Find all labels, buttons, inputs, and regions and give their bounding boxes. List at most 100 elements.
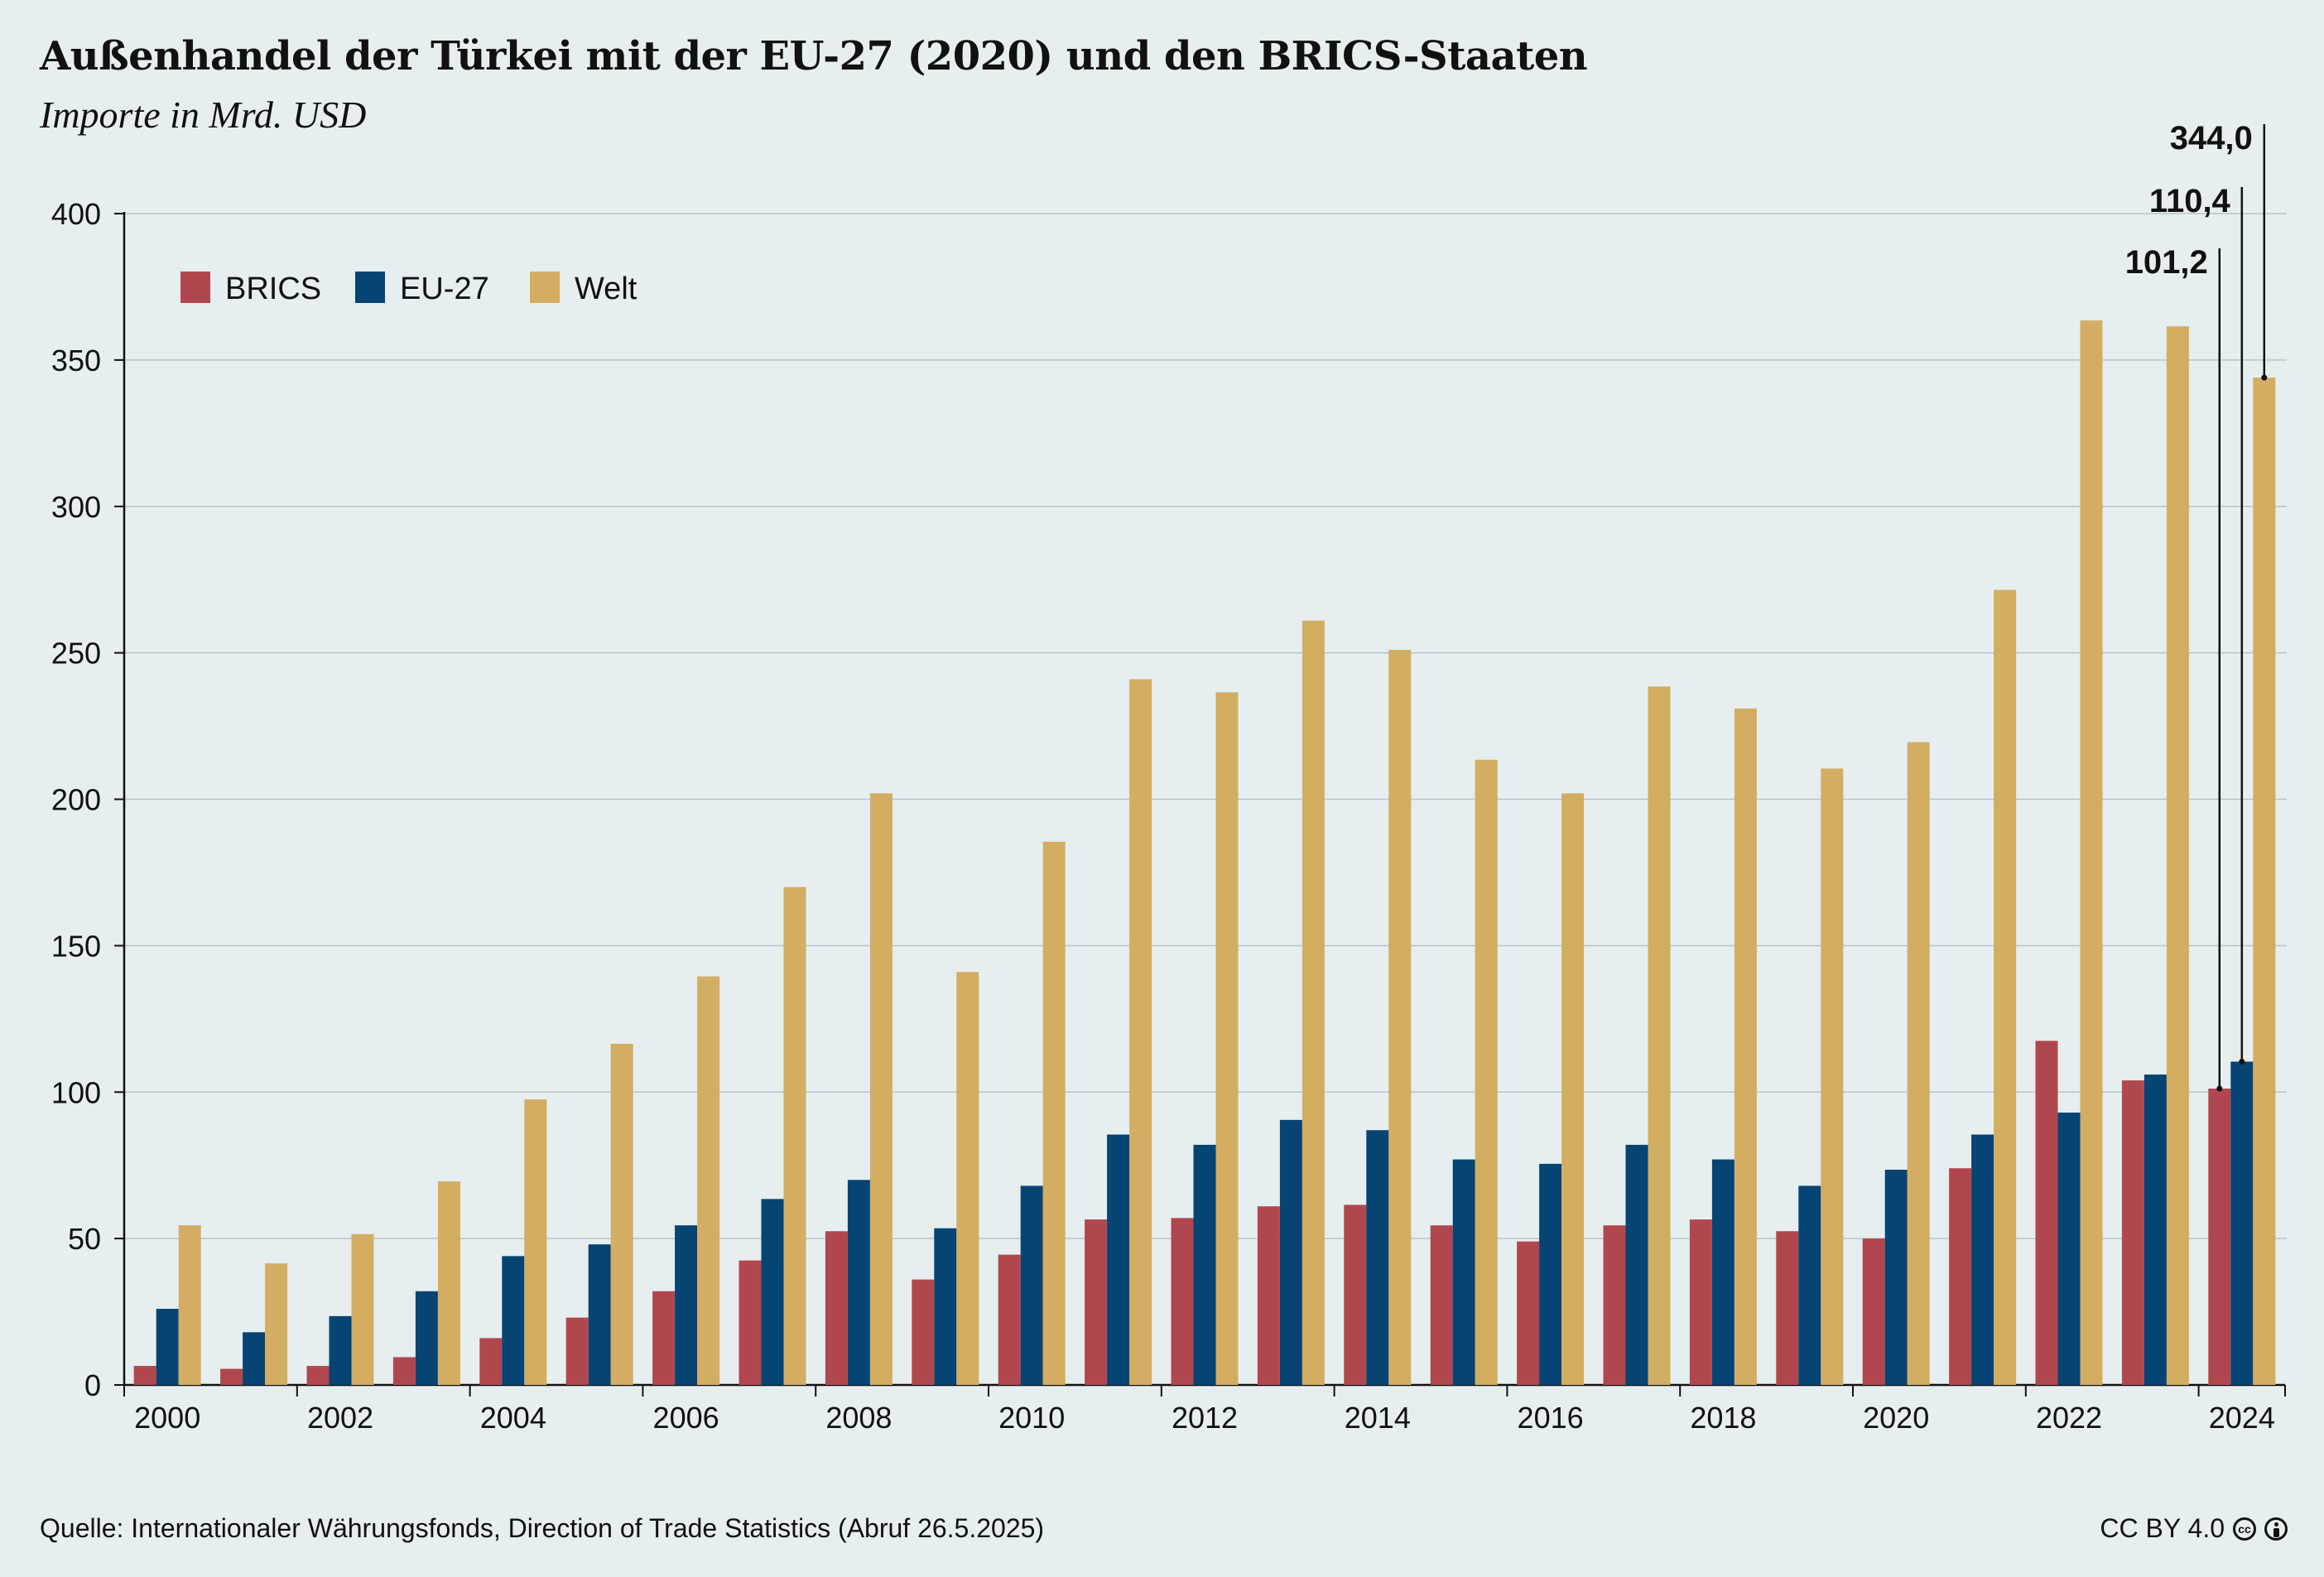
bar-welt-2014 [1388, 650, 1412, 1385]
bar-brics-2004 [479, 1338, 503, 1385]
annotation-dot [2216, 1085, 2223, 1092]
bar-eu-27-2018 [1711, 1159, 1735, 1385]
y-tick-label: 0 [84, 1368, 101, 1402]
bar-eu-27-2016 [1539, 1163, 1562, 1385]
chart-title: Außenhandel der Türkei mit der EU-27 (20… [40, 33, 1588, 79]
bar-brics-2024 [2208, 1089, 2231, 1385]
bar-welt-2004 [524, 1099, 547, 1385]
x-tick-label: 2010 [998, 1401, 1065, 1435]
legend-swatch [355, 272, 385, 303]
bar-welt-2024 [2253, 377, 2276, 1386]
bar-eu-27-2020 [1884, 1169, 1908, 1385]
bar-welt-2022 [2080, 320, 2103, 1385]
legend-swatch [180, 272, 210, 303]
bar-eu-27-2001 [243, 1332, 266, 1385]
bar-eu-27-2021 [1971, 1134, 1994, 1385]
legend-label: Welt [575, 272, 638, 306]
y-tick-label: 50 [68, 1222, 101, 1256]
bar-welt-2020 [1907, 742, 1930, 1385]
bar-eu-27-2006 [675, 1225, 698, 1385]
bar-eu-27-2005 [588, 1244, 611, 1385]
annotation-dot [2261, 374, 2268, 381]
bar-welt-2001 [265, 1263, 288, 1385]
legend-label: BRICS [225, 272, 321, 306]
bar-welt-2013 [1302, 620, 1325, 1385]
bar-welt-2008 [869, 793, 893, 1385]
bar-brics-2003 [392, 1357, 416, 1385]
bar-brics-2015 [1430, 1225, 1453, 1385]
x-tick-label: 2014 [1345, 1401, 1411, 1435]
bar-welt-2000 [178, 1225, 201, 1385]
source-note: Quelle: Internationaler Währungsfonds, D… [40, 1513, 1045, 1543]
bar-eu-27-2024 [2230, 1061, 2254, 1385]
y-tick-label: 350 [51, 344, 101, 377]
bar-welt-2016 [1561, 793, 1585, 1385]
annotation-label: 110,4 [2149, 183, 2231, 219]
annotation-label: 344,0 [2170, 120, 2253, 156]
x-tick-label: 2008 [825, 1401, 892, 1435]
bar-brics-2016 [1517, 1241, 1540, 1385]
y-tick-label: 250 [51, 637, 101, 671]
bar-eu-27-2014 [1366, 1130, 1389, 1385]
bar-brics-2010 [998, 1254, 1021, 1385]
bar-welt-2012 [1215, 692, 1239, 1385]
x-tick-label: 2012 [1172, 1401, 1238, 1435]
bar-eu-27-2023 [2144, 1075, 2167, 1385]
bar-welt-2019 [1821, 768, 1844, 1385]
x-tick-label: 2004 [480, 1401, 546, 1435]
bar-brics-2008 [825, 1231, 848, 1385]
bar-eu-27-2012 [1193, 1144, 1216, 1385]
bar-welt-2005 [610, 1043, 633, 1385]
bar-brics-2002 [306, 1366, 330, 1385]
bar-brics-2013 [1257, 1206, 1280, 1385]
y-tick-label: 100 [51, 1075, 101, 1109]
bar-eu-27-2015 [1452, 1159, 1475, 1385]
bar-welt-2017 [1648, 686, 1671, 1385]
bar-eu-27-2004 [502, 1256, 525, 1385]
bar-brics-2012 [1171, 1218, 1194, 1385]
x-tick-label: 2022 [2036, 1401, 2102, 1435]
x-tick-label: 2016 [1518, 1401, 1584, 1435]
x-tick-label: 2002 [307, 1401, 373, 1435]
bar-welt-2023 [2166, 326, 2189, 1386]
bar-brics-2022 [2035, 1041, 2058, 1385]
bar-eu-27-2010 [1020, 1185, 1043, 1385]
bar-brics-2019 [1776, 1231, 1799, 1385]
bar-eu-27-2002 [329, 1315, 352, 1385]
bar-welt-2006 [697, 976, 720, 1385]
bar-welt-2018 [1734, 708, 1757, 1385]
attribution-icon [2264, 1517, 2288, 1541]
bar-eu-27-2007 [761, 1199, 784, 1385]
bar-brics-2007 [739, 1260, 762, 1385]
y-tick-label: 300 [51, 490, 101, 524]
bar-brics-2023 [2121, 1080, 2144, 1385]
bar-eu-27-2008 [847, 1180, 870, 1385]
bar-eu-27-2022 [2057, 1113, 2081, 1385]
bar-brics-2011 [1085, 1219, 1108, 1385]
bar-welt-2011 [1129, 679, 1152, 1385]
y-tick-label: 150 [51, 929, 101, 963]
bar-eu-27-2019 [1798, 1185, 1821, 1385]
creative-commons-icon [2233, 1517, 2256, 1541]
bar-brics-2018 [1689, 1219, 1712, 1385]
bar-welt-2010 [1042, 841, 1066, 1385]
x-tick-label: 2018 [1690, 1401, 1756, 1435]
bar-brics-2001 [220, 1368, 243, 1385]
bar-eu-27-2017 [1625, 1144, 1648, 1385]
bar-eu-27-2011 [1107, 1134, 1130, 1385]
chart-subtitle: Importe in Mrd. USD [40, 94, 367, 136]
bar-eu-27-2003 [415, 1291, 438, 1385]
bar-brics-2005 [565, 1317, 589, 1385]
bar-welt-2015 [1475, 759, 1498, 1385]
y-tick-label: 400 [51, 197, 101, 231]
x-tick-label: 2020 [1863, 1401, 1929, 1435]
bar-welt-2007 [783, 887, 806, 1385]
bar-brics-2021 [1949, 1168, 1972, 1385]
x-tick-label: 2006 [653, 1401, 719, 1435]
bar-welt-2003 [437, 1181, 460, 1385]
annotation-label: 101,2 [2125, 244, 2208, 281]
x-tick-label: 2024 [2209, 1401, 2275, 1435]
legend-label: EU-27 [400, 272, 489, 306]
bar-brics-2006 [652, 1291, 676, 1385]
